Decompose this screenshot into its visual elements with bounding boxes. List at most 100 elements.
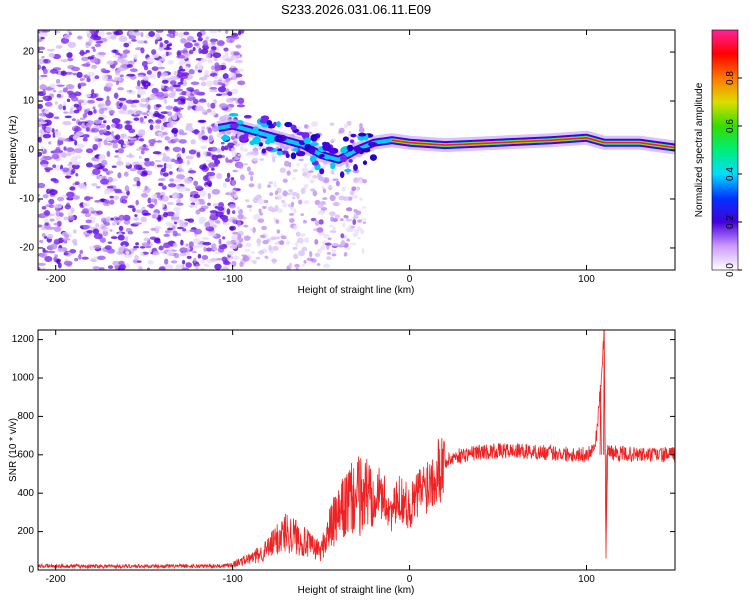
- noise-blob: [320, 245, 326, 251]
- noise-blob: [208, 134, 214, 141]
- noise-blob: [73, 103, 79, 108]
- noise-blob: [166, 250, 175, 257]
- noise-blob: [174, 108, 181, 112]
- noise-blob: [155, 119, 162, 124]
- noise-blob: [177, 168, 185, 173]
- noise-blob: [163, 98, 168, 105]
- noise-blob: [271, 258, 278, 262]
- noise-blob: [269, 192, 274, 196]
- noise-blob: [256, 238, 262, 245]
- noise-blob: [109, 199, 115, 205]
- noise-blob: [218, 238, 222, 245]
- noise-blob: [40, 36, 45, 40]
- noise-blob: [358, 178, 362, 185]
- noise-blob: [206, 176, 215, 179]
- noise-blob: [150, 227, 157, 231]
- noise-blob: [197, 132, 204, 136]
- noise-blob: [160, 191, 166, 197]
- noise-blob: [205, 159, 212, 163]
- noise-blob: [236, 104, 246, 108]
- noise-blob: [230, 198, 236, 202]
- noise-blob: [133, 117, 140, 121]
- noise-blob: [125, 263, 130, 269]
- noise-blob: [249, 227, 254, 232]
- noise-blob: [316, 263, 321, 266]
- ridge-blob: [346, 144, 354, 152]
- noise-blob: [343, 123, 348, 129]
- noise-blob: [120, 133, 127, 138]
- noise-blob: [44, 221, 49, 226]
- noise-blob: [243, 224, 249, 228]
- noise-blob: [194, 105, 204, 112]
- noise-blob: [175, 264, 184, 269]
- noise-blob: [138, 155, 142, 159]
- noise-blob: [244, 249, 251, 252]
- noise-blob: [91, 88, 95, 95]
- noise-blob: [342, 222, 346, 228]
- ridge-tail-blob: [310, 188, 316, 192]
- noise-blob: [361, 179, 367, 184]
- noise-blob: [181, 147, 186, 154]
- noise-blob: [190, 81, 200, 85]
- noise-blob: [38, 193, 41, 197]
- noise-blob: [282, 202, 288, 208]
- noise-blob: [89, 30, 94, 34]
- noise-blob: [156, 164, 164, 168]
- noise-blob: [182, 228, 187, 232]
- noise-blob: [167, 30, 176, 35]
- noise-blob: [227, 91, 233, 97]
- y-tick-label: 1200: [12, 334, 35, 345]
- noise-blob: [237, 68, 244, 72]
- noise-blob: [233, 51, 240, 56]
- noise-blob: [140, 103, 148, 108]
- noise-blob: [252, 197, 259, 204]
- ridge-blob: [328, 147, 339, 154]
- ridge-tail-blob: [320, 200, 326, 206]
- noise-blob: [259, 158, 265, 161]
- noise-blob: [198, 216, 207, 223]
- noise-blob: [68, 32, 72, 36]
- noise-blob: [71, 161, 81, 166]
- noise-blob: [178, 32, 183, 39]
- noise-blob: [91, 46, 96, 50]
- noise-blob: [356, 186, 361, 191]
- noise-blob: [198, 120, 206, 123]
- noise-blob: [85, 219, 92, 224]
- ridge-blob: [266, 136, 276, 141]
- ridge-core-red: [391, 137, 675, 149]
- noise-blob: [245, 199, 250, 202]
- noise-blob: [50, 243, 58, 250]
- noise-blob: [346, 238, 350, 242]
- noise-blob: [42, 95, 49, 100]
- ridge-blob: [296, 131, 306, 136]
- noise-blob: [167, 183, 177, 188]
- noise-blob: [262, 239, 269, 245]
- ridge-blob: [254, 135, 260, 143]
- noise-blob: [127, 230, 134, 235]
- noise-blob: [238, 163, 244, 170]
- noise-blob: [237, 80, 246, 86]
- noise-blob: [279, 239, 285, 246]
- noise-blob: [187, 218, 195, 223]
- noise-blob: [94, 199, 102, 203]
- noise-blob: [157, 178, 166, 181]
- noise-blob: [307, 170, 314, 173]
- noise-blob: [198, 47, 202, 54]
- noise-blob: [69, 186, 76, 191]
- noise-blob: [151, 66, 159, 71]
- noise-blob: [117, 234, 125, 241]
- noise-blob: [317, 248, 322, 254]
- noise-blob: [201, 126, 206, 130]
- snr-y-ticks: 0 200 400 600 800 1000 1200: [12, 334, 675, 576]
- y-tick-label: 0: [28, 565, 34, 576]
- noise-blob: [43, 209, 51, 216]
- noise-blob: [103, 199, 110, 204]
- noise-blob: [214, 220, 221, 224]
- noise-blob: [63, 146, 67, 151]
- noise-blob: [145, 56, 155, 63]
- noise-blob: [71, 66, 81, 72]
- noise-blob: [170, 219, 180, 222]
- ridge-blob: [342, 136, 349, 142]
- noise-blob: [284, 160, 290, 167]
- noise-blob: [206, 103, 211, 108]
